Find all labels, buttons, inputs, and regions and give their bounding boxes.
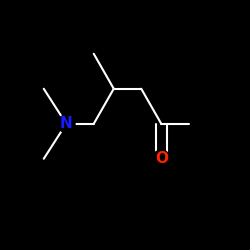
Text: N: N bbox=[60, 116, 72, 131]
Circle shape bbox=[152, 150, 170, 168]
Circle shape bbox=[58, 115, 75, 132]
Text: O: O bbox=[155, 151, 168, 166]
